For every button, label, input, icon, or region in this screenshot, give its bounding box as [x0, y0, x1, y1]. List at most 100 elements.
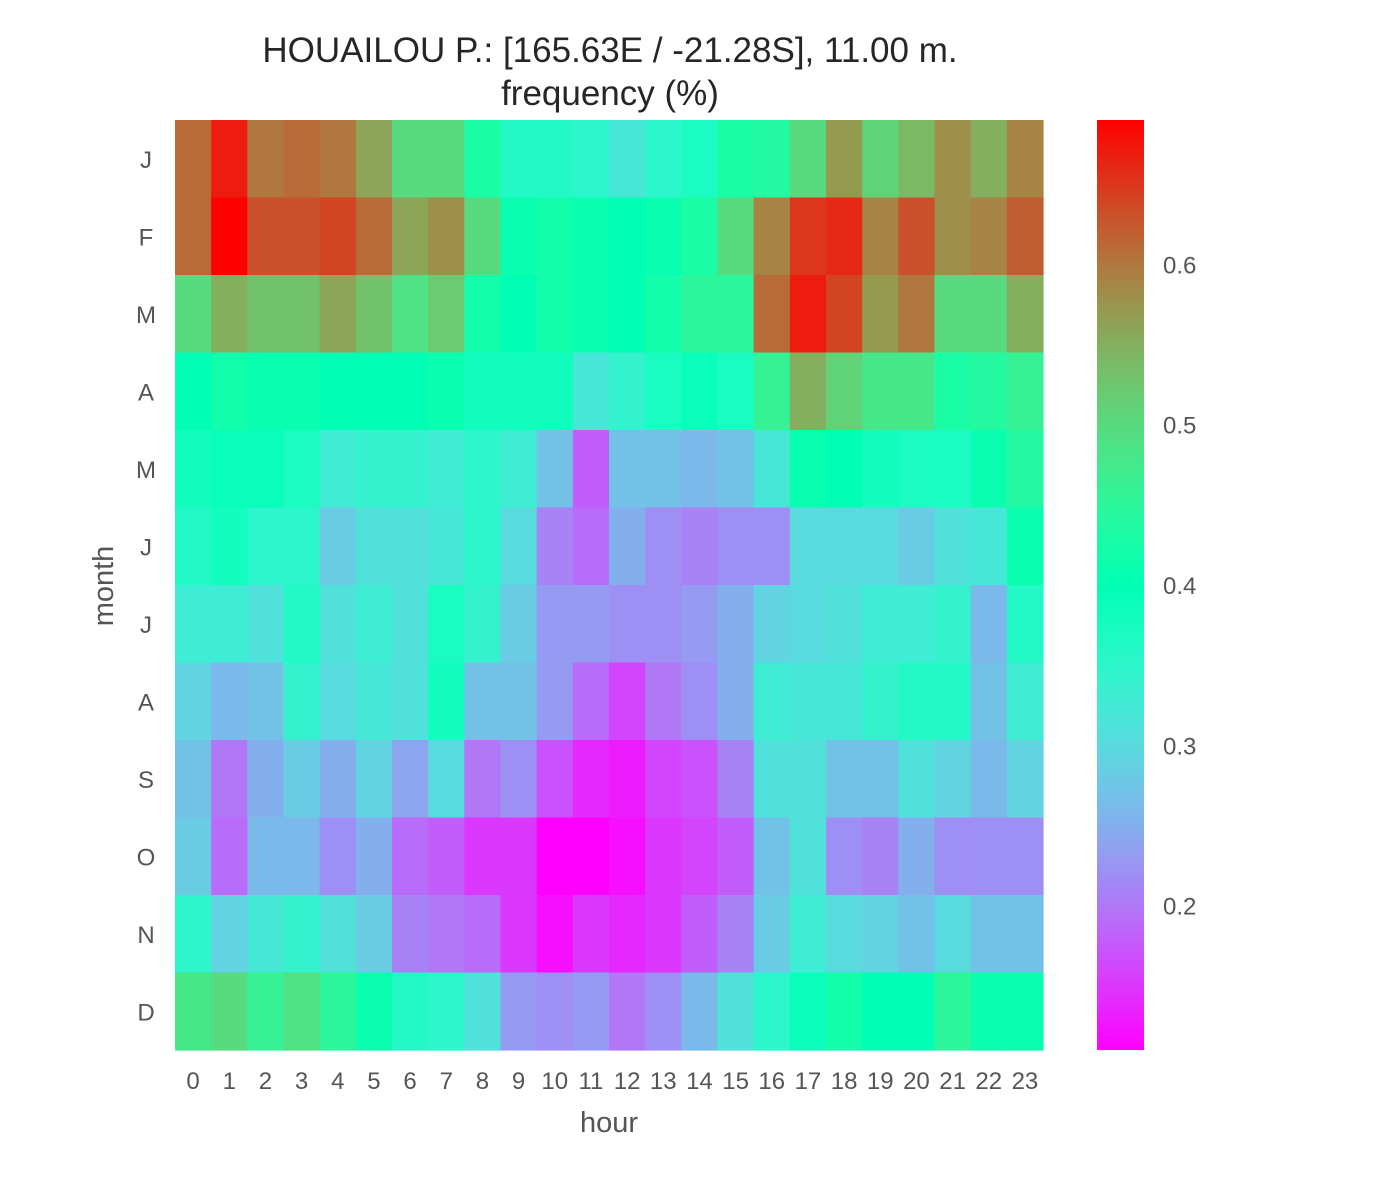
heatmap-cell [681, 120, 719, 199]
heatmap-cell [934, 740, 972, 819]
heatmap-cell [247, 507, 285, 586]
heatmap-cell [898, 585, 936, 664]
heatmap-cell [500, 352, 538, 431]
heatmap-cell [319, 895, 357, 974]
heatmap-cell [500, 430, 538, 509]
heatmap-cell [645, 972, 682, 1051]
heatmap-cell [247, 585, 285, 664]
heatmap-cell [283, 120, 321, 199]
heatmap-cell [500, 740, 538, 819]
heatmap-cell [753, 585, 791, 664]
heatmap-cell [789, 817, 827, 896]
heatmap-cell [283, 817, 321, 896]
heatmap-cell [826, 895, 863, 974]
heatmap-cell [898, 895, 936, 974]
heatmap-cell [609, 662, 646, 741]
heatmap-cell [826, 662, 863, 741]
heatmap-cell [753, 352, 791, 431]
heatmap-cell [428, 585, 465, 664]
heatmap-cell [934, 662, 972, 741]
heatmap-cell [862, 197, 899, 276]
heatmap-cell [753, 972, 791, 1051]
heatmap-cell [247, 430, 285, 509]
heatmap-cell [609, 585, 646, 664]
heatmap-cell [717, 740, 755, 819]
heatmap-cell [681, 507, 719, 586]
heatmap-cell [681, 352, 719, 431]
heatmap-cell [717, 507, 755, 586]
heatmap-cell [536, 120, 574, 199]
heatmap-cell [789, 430, 827, 509]
heatmap-cell [428, 817, 465, 896]
heatmap-cell [211, 507, 248, 586]
heatmap-cell [536, 507, 574, 586]
heatmap-cell [609, 817, 646, 896]
heatmap-cell [428, 197, 465, 276]
heatmap-cell [283, 507, 321, 586]
heatmap-cell [319, 430, 357, 509]
heatmap-cell [464, 507, 502, 586]
heatmap-cell [681, 895, 719, 974]
heatmap-cell [536, 895, 574, 974]
heatmap-cell [934, 972, 972, 1051]
heatmap-cell [898, 507, 936, 586]
heatmap-cell [717, 895, 755, 974]
heatmap-cell [464, 585, 502, 664]
heatmap-cell [283, 662, 321, 741]
heatmap-cell [862, 740, 899, 819]
heatmap-cell [753, 817, 791, 896]
heatmap-cell [645, 740, 682, 819]
heatmap-cell [609, 972, 646, 1051]
heatmap-cell [211, 197, 248, 276]
heatmap-cell [175, 275, 212, 354]
heatmap-cell [175, 197, 212, 276]
heatmap-cell [355, 275, 393, 354]
heatmap-cell [536, 972, 574, 1051]
heatmap-cell [609, 120, 646, 199]
heatmap-cell [970, 352, 1008, 431]
heatmap-cell [536, 740, 574, 819]
x-tick-label: 15 [722, 1068, 749, 1095]
heatmap-cell [934, 275, 972, 354]
heatmap-cell [428, 507, 465, 586]
heatmap-cell [572, 120, 610, 199]
heatmap-cell [898, 120, 936, 199]
x-tick-label: 3 [295, 1068, 308, 1095]
colorbar-tick-labels: 0.2 0.3 0.4 0.5 0.6 [1163, 252, 1196, 920]
heatmap-cell [175, 120, 212, 199]
heatmap-cell [211, 817, 248, 896]
heatmap-cell [862, 895, 899, 974]
heatmap-cell [319, 662, 357, 741]
heatmap-cell [464, 740, 502, 819]
heatmap-cell [970, 120, 1008, 199]
heatmap-cell [609, 275, 646, 354]
heatmap-cell [500, 895, 538, 974]
heatmap-cell [789, 740, 827, 819]
heatmap-cell [1006, 352, 1044, 431]
x-tick-label: 13 [650, 1068, 677, 1095]
heatmap-cell [464, 817, 502, 896]
heatmap-cell [247, 740, 285, 819]
heatmap-cell [1006, 895, 1044, 974]
heatmap-cell [536, 275, 574, 354]
x-tick-label: 11 [578, 1068, 603, 1095]
heatmap-cell [175, 352, 212, 431]
heatmap-cell [1006, 120, 1044, 199]
x-tick-label: 0 [186, 1068, 199, 1095]
heatmap-cell [355, 740, 393, 819]
heatmap-cell [355, 352, 393, 431]
y-tick-label: M [136, 457, 156, 484]
heatmap-cell [970, 430, 1008, 509]
heatmap-cell [500, 817, 538, 896]
x-tick-label: 14 [686, 1068, 713, 1095]
heatmap-cell [283, 197, 321, 276]
heatmap-cell [392, 275, 429, 354]
heatmap-cell [572, 662, 610, 741]
heatmap-cell [175, 895, 212, 974]
heatmap-cell [1006, 197, 1044, 276]
heatmap-cell [717, 817, 755, 896]
heatmap-cell [753, 740, 791, 819]
y-tick-label: O [137, 844, 156, 871]
heatmap-cell [536, 662, 574, 741]
heatmap-cell [645, 585, 682, 664]
